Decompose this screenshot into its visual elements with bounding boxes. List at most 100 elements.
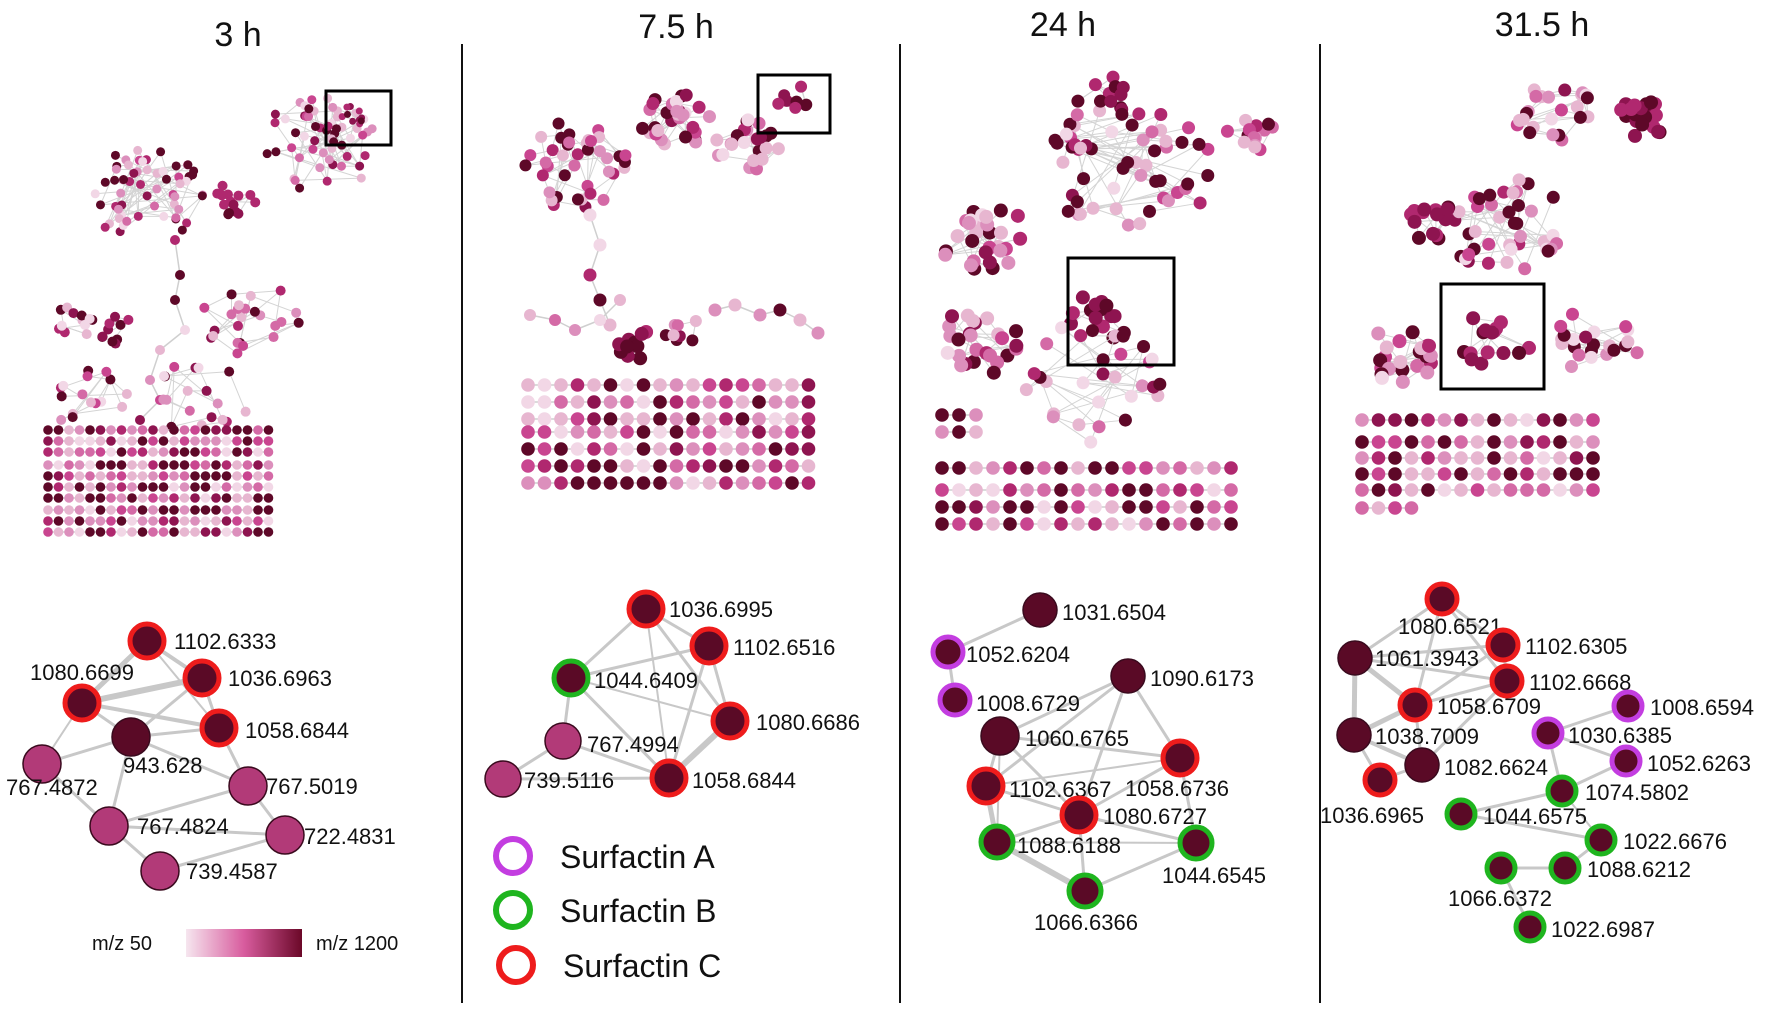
network-node bbox=[692, 100, 706, 114]
cluster-edge bbox=[81, 701, 220, 730]
network-node bbox=[785, 425, 799, 439]
network-node bbox=[1503, 467, 1518, 481]
network-node bbox=[1553, 413, 1567, 427]
network-node bbox=[1133, 217, 1147, 231]
network-node bbox=[270, 320, 281, 331]
network-node bbox=[1355, 467, 1369, 481]
network-node bbox=[671, 319, 684, 332]
network-node bbox=[253, 425, 263, 435]
network-node bbox=[735, 378, 750, 392]
network-node bbox=[554, 395, 568, 409]
legend: Surfactin A Surfactin B Surfactin C bbox=[493, 836, 721, 985]
network-node bbox=[785, 442, 799, 456]
network-node bbox=[1648, 108, 1663, 123]
network-node bbox=[986, 483, 1000, 497]
network-node bbox=[179, 460, 190, 470]
network-edge bbox=[1053, 416, 1092, 443]
network-node bbox=[1586, 413, 1600, 427]
network-node bbox=[603, 459, 618, 473]
legend-label-surfactin-b: Surfactin B bbox=[560, 893, 717, 929]
network-edge bbox=[61, 393, 127, 397]
network-node bbox=[74, 460, 85, 470]
network-node bbox=[308, 144, 318, 154]
network-node bbox=[587, 476, 601, 490]
network-node bbox=[190, 516, 200, 526]
network-node bbox=[1020, 517, 1034, 531]
network-node bbox=[620, 412, 634, 426]
node-mz-label: 1074.5802 bbox=[1585, 780, 1689, 805]
network-node bbox=[1173, 500, 1187, 514]
network-node bbox=[127, 505, 137, 515]
network-node bbox=[295, 183, 305, 193]
network-node bbox=[669, 425, 684, 439]
network-node bbox=[343, 110, 351, 118]
network-node bbox=[570, 476, 585, 490]
network-node bbox=[952, 461, 966, 475]
network-node bbox=[158, 482, 169, 492]
network-node bbox=[1182, 121, 1196, 135]
network-node bbox=[1027, 367, 1041, 381]
network-node bbox=[200, 516, 211, 526]
node-mz-label: 1058.6844 bbox=[245, 718, 349, 743]
network-node bbox=[1558, 83, 1572, 97]
network-node bbox=[137, 471, 148, 481]
network-node bbox=[211, 471, 221, 481]
network-node bbox=[1224, 483, 1238, 497]
network-edge bbox=[291, 147, 360, 167]
network-node bbox=[935, 500, 949, 514]
network-node bbox=[114, 214, 124, 224]
network-node bbox=[1520, 451, 1534, 465]
network-node bbox=[1190, 483, 1204, 497]
network-node bbox=[587, 442, 601, 456]
network-node bbox=[221, 493, 232, 503]
cluster-node bbox=[1609, 744, 1643, 778]
network-node bbox=[1192, 137, 1206, 151]
network-node bbox=[242, 436, 253, 446]
node-mz-label: 1036.6963 bbox=[228, 666, 332, 691]
cluster-node bbox=[1362, 762, 1398, 798]
network-node bbox=[1545, 112, 1559, 126]
network-node bbox=[1190, 461, 1204, 475]
cluster-node bbox=[1337, 640, 1373, 676]
network-node bbox=[221, 505, 232, 515]
network-node bbox=[1553, 451, 1567, 465]
network-node bbox=[287, 143, 297, 153]
network-node bbox=[785, 412, 799, 426]
network-node bbox=[1570, 100, 1584, 114]
network-node bbox=[1003, 517, 1017, 531]
network-node bbox=[106, 436, 116, 446]
network-node bbox=[1108, 370, 1122, 384]
network-node bbox=[570, 395, 585, 409]
network-node bbox=[702, 425, 717, 439]
network-node bbox=[197, 191, 207, 201]
network-node bbox=[1092, 395, 1106, 409]
network-node bbox=[116, 471, 127, 481]
network-node bbox=[158, 460, 169, 470]
network-node bbox=[1142, 204, 1156, 218]
network-node bbox=[179, 447, 190, 457]
network-node bbox=[603, 395, 618, 409]
network-edge bbox=[121, 205, 155, 217]
network-node bbox=[85, 505, 95, 515]
network-node bbox=[137, 425, 148, 435]
network-edge bbox=[1069, 123, 1188, 185]
network-node bbox=[291, 128, 301, 138]
network-node bbox=[43, 460, 53, 470]
network-node bbox=[1452, 205, 1466, 219]
network-node bbox=[169, 436, 179, 446]
network-node bbox=[965, 313, 980, 328]
network-edge bbox=[323, 152, 360, 167]
network-overview bbox=[1355, 83, 1667, 515]
cluster-node bbox=[1531, 716, 1565, 750]
cluster-node bbox=[966, 766, 1006, 806]
network-node bbox=[81, 329, 92, 340]
cluster-node bbox=[1485, 627, 1521, 663]
network-node bbox=[56, 320, 67, 331]
network-edge bbox=[60, 371, 107, 389]
network-node bbox=[1483, 188, 1497, 202]
network-node bbox=[1586, 435, 1600, 449]
network-node bbox=[53, 516, 64, 526]
network-node bbox=[747, 153, 761, 167]
network-node bbox=[938, 247, 953, 262]
network-node bbox=[137, 460, 148, 470]
